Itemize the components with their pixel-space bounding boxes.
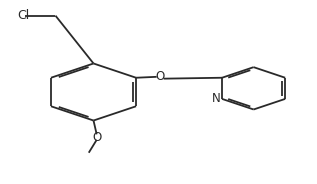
Text: Cl: Cl [17, 9, 30, 22]
Text: O: O [155, 70, 165, 83]
Text: N: N [212, 92, 220, 105]
Text: O: O [92, 131, 101, 144]
